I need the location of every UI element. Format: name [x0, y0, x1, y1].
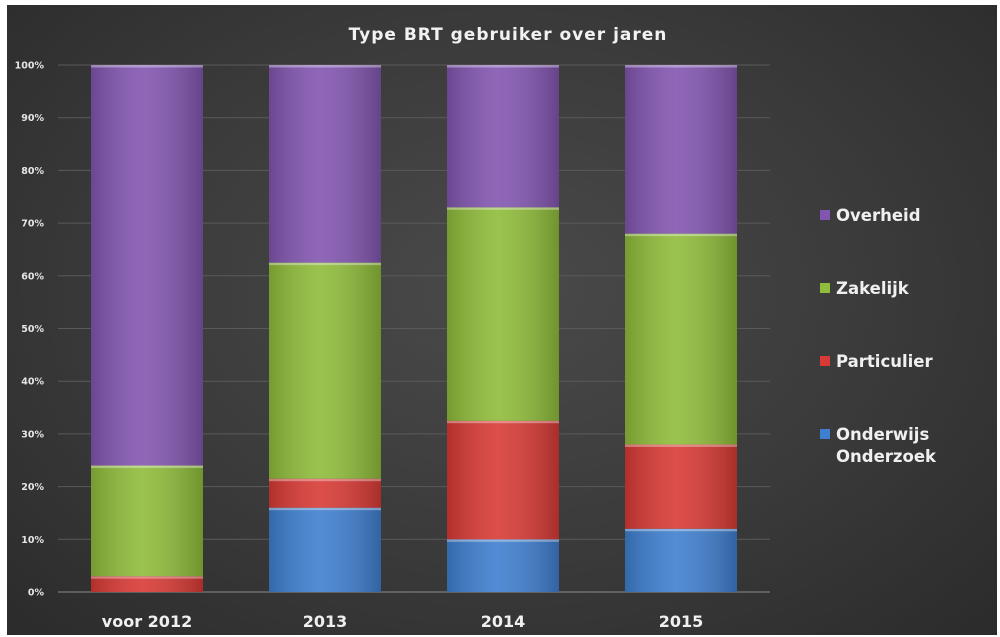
legend-label: Onderzoek: [836, 447, 937, 466]
bar-segment-highlight: [447, 207, 559, 210]
bar-segment-shade: [269, 507, 381, 592]
bar-segment-highlight: [447, 420, 559, 424]
bar-segment-shade: [625, 528, 737, 592]
y-tick-label: 60%: [21, 271, 44, 282]
bar-segment-shade: [625, 233, 737, 445]
y-tick-label: 20%: [21, 482, 44, 493]
bar-segment-highlight: [269, 262, 381, 266]
bar-segment-highlight: [625, 444, 737, 447]
legend-swatch: [820, 356, 830, 366]
y-tick-label: 0%: [28, 588, 45, 599]
bar-segment-shade: [269, 262, 381, 479]
x-tick-label: 2015: [659, 612, 704, 631]
legend-label: Overheid: [836, 206, 921, 225]
y-axis-ticks: 0% 10% 20% 30% 40% 50% 60% 70% 80% 90% 100%: [15, 61, 45, 599]
bar-segment-shade: [625, 65, 737, 234]
legend-swatch: [820, 210, 830, 220]
bar-segment-highlight: [625, 528, 737, 532]
bar-segment-highlight: [447, 539, 559, 542]
bar-segment-shade: [447, 539, 559, 592]
bar-segment-highlight: [91, 465, 203, 469]
bar-segment-highlight: [625, 65, 737, 68]
bar-segment-shade: [269, 65, 381, 263]
bar-segment-shade: [447, 207, 559, 421]
x-tick-label: voor 2012: [102, 612, 192, 631]
legend-swatch: [820, 429, 830, 439]
legend-swatch: [820, 283, 830, 293]
legend-label: Particulier: [836, 352, 933, 371]
bar-segment-shade: [447, 420, 559, 540]
y-tick-label: 80%: [21, 166, 44, 177]
bar-segment-highlight: [269, 507, 381, 511]
bar-segment-highlight: [91, 576, 203, 579]
legend: Overheid Zakelijk Particulier Onderwijs Onde…: [820, 206, 937, 466]
y-tick-label: 10%: [21, 535, 44, 546]
legend-label: Onderwijs: [836, 425, 929, 444]
y-tick-label: 40%: [21, 377, 44, 388]
y-tick-label: 50%: [21, 324, 44, 335]
bar-segment-highlight: [269, 478, 381, 482]
bar-segment-shade: [625, 444, 737, 529]
x-axis-ticks: voor 2012 2013 2014 2015: [102, 612, 703, 631]
bars: [91, 65, 737, 592]
bar-segment-shade: [269, 478, 381, 508]
x-tick-label: 2014: [481, 612, 526, 631]
bar-segment-highlight: [447, 65, 559, 68]
y-tick-label: 70%: [21, 219, 44, 230]
y-tick-label: 90%: [21, 113, 44, 124]
chart-title: Type BRT gebruiker over jaren: [349, 25, 668, 45]
bar-segment-shade: [91, 65, 203, 466]
bar-segment-shade: [447, 65, 559, 208]
y-tick-label: 100%: [15, 61, 45, 72]
y-tick-label: 30%: [21, 429, 44, 440]
legend-label: Zakelijk: [836, 279, 910, 298]
bar-segment-highlight: [269, 65, 381, 68]
x-tick-label: 2013: [303, 612, 348, 631]
bar-segment-shade: [91, 465, 203, 577]
bar-segment-shade: [91, 576, 203, 592]
bar-segment-highlight: [91, 65, 203, 68]
bar-segment-highlight: [625, 233, 737, 237]
